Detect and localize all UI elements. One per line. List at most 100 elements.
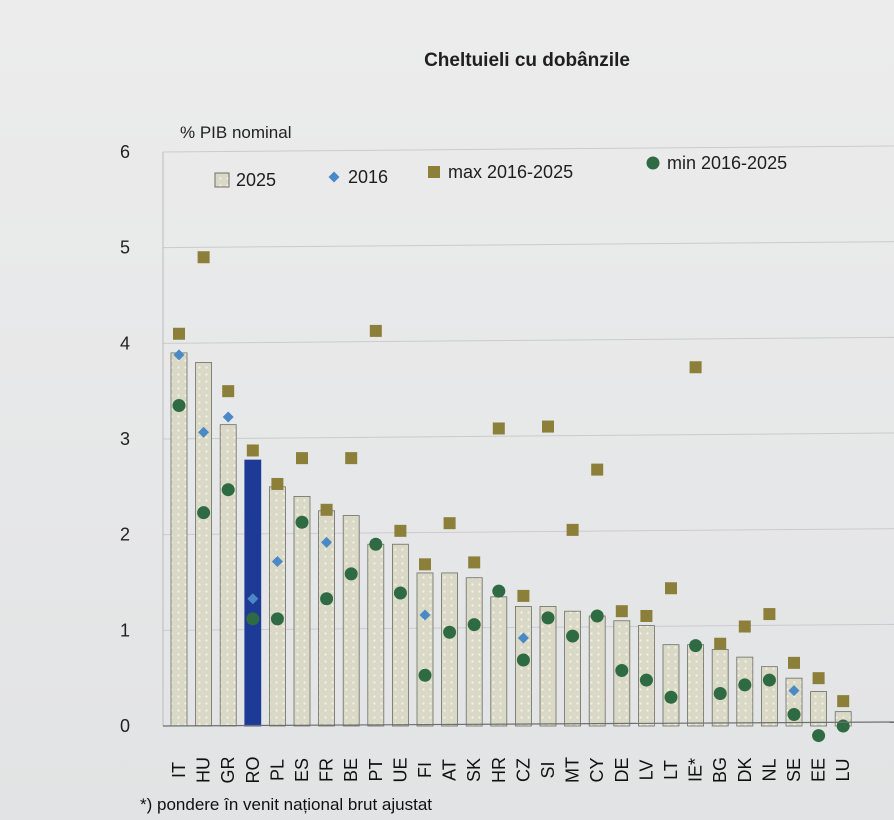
category-label-HR: HR (489, 757, 509, 783)
category-label-FR: FR (317, 758, 337, 782)
category-label-CY: CY (587, 757, 607, 782)
gridline (162, 145, 894, 153)
bar-PL (268, 486, 286, 727)
square-point-RO (246, 444, 259, 457)
bar-UE (391, 543, 409, 727)
square-point-BE (345, 452, 358, 465)
circle-point-CZ (516, 653, 530, 667)
diamond-point-FR (321, 536, 333, 548)
bars-2025 (170, 352, 852, 727)
category-label-CZ: CZ (513, 758, 533, 782)
square-point-AT (443, 517, 456, 530)
bar-ES (293, 495, 311, 727)
square-point-PT (369, 324, 382, 337)
bar-SI (539, 606, 557, 727)
y-tick-label: 5 (120, 238, 130, 258)
circle-point-GR (221, 483, 235, 497)
legend-swatch-circle (646, 156, 660, 170)
legend-label: 2016 (348, 167, 388, 187)
square-point-MT (566, 523, 579, 536)
y-tick-label: 4 (120, 333, 130, 353)
y-axis-label: % PIB nominal (180, 123, 292, 142)
category-label-NL: NL (759, 758, 779, 781)
circle-point-FI (418, 668, 432, 682)
category-label-SI: SI (538, 761, 558, 778)
circle-point-LV (639, 673, 653, 687)
circle-point-NL (762, 673, 776, 687)
circle-point-ES (295, 515, 309, 529)
square-point-SE (788, 656, 800, 669)
diamond-point-GR (222, 411, 234, 423)
category-label-HU: HU (194, 757, 214, 783)
circle-point-PL (270, 612, 284, 626)
circle-point-BE (344, 567, 358, 581)
category-label-PT: PT (366, 758, 386, 781)
square-point-BG (714, 637, 727, 650)
circle-point-IE* (689, 639, 703, 653)
square-point-PL (271, 477, 284, 490)
circle-point-LT (664, 690, 678, 704)
footnote: *) pondere în venit național brut ajusta… (140, 795, 432, 814)
square-point-IE* (689, 361, 702, 374)
y-tick-label: 3 (120, 429, 130, 449)
category-label-RO: RO (243, 757, 263, 784)
square-point-UE (394, 524, 407, 537)
square-point-FI (419, 558, 431, 571)
category-label-SK: SK (464, 758, 484, 782)
circle-point-HR (492, 584, 506, 598)
square-point-GR (222, 385, 235, 398)
circle-point-MT (566, 629, 580, 643)
circle-point-LU (836, 719, 850, 733)
bar-HR (490, 596, 508, 727)
circle-point-HU (197, 506, 211, 520)
legend-label: min 2016-2025 (667, 153, 787, 173)
category-label-ES: ES (292, 758, 312, 782)
category-label-BG: BG (710, 757, 730, 783)
square-point-NL (763, 608, 776, 621)
bar-MT (564, 610, 581, 727)
bar-IE* (687, 644, 704, 727)
category-label-SE: SE (784, 758, 804, 782)
bar-RO (244, 459, 262, 727)
diamond-point-PL (271, 555, 283, 567)
circle-point-BG (713, 686, 727, 700)
legend: 2025 2016 max 2016-2025 min 2016-2025 (214, 153, 787, 190)
circle-point-FR (320, 592, 334, 606)
gridline (162, 432, 894, 440)
square-point-SI (542, 420, 554, 433)
square-point-CZ (517, 589, 530, 602)
square-point-LV (640, 609, 653, 622)
circle-point-SK (467, 618, 481, 632)
bar-FI (416, 572, 434, 727)
bar-CY (588, 615, 606, 727)
category-labels: IT HU GR RO PL ES FR BE PT UE FI AT SK HR CZ SI MT CY DE LV… (169, 756, 853, 783)
legend-label: max 2016-2025 (448, 162, 573, 182)
circle-point-EE (812, 729, 826, 743)
circle-point-CY (590, 609, 604, 623)
circle-point-DK (738, 678, 752, 692)
category-label-DK: DK (735, 757, 755, 782)
diamond-point-CZ (517, 632, 529, 644)
square-point-EE (812, 672, 825, 685)
square-point-CY (591, 463, 604, 476)
category-label-LU: LU (833, 758, 853, 781)
category-label-LV: LV (636, 760, 656, 781)
bar-GR (219, 424, 237, 727)
gridline (162, 336, 894, 344)
circle-point-PT (369, 537, 383, 551)
legend-label: 2025 (236, 170, 276, 190)
bar-LT (662, 644, 680, 727)
diamond-point-IT (173, 349, 185, 361)
category-label-MT: MT (563, 757, 583, 783)
circle-point-SI (541, 611, 555, 625)
square-point-LT (665, 582, 677, 595)
square-point-SK (468, 556, 481, 569)
circle-point-RO (246, 612, 260, 626)
category-label-BE: BE (341, 758, 361, 782)
bar-PT (367, 543, 385, 727)
square-point-ES (296, 452, 308, 465)
circle-point-AT (443, 625, 457, 639)
category-label-AT: AT (440, 759, 460, 781)
circle-point-DE (615, 664, 629, 678)
